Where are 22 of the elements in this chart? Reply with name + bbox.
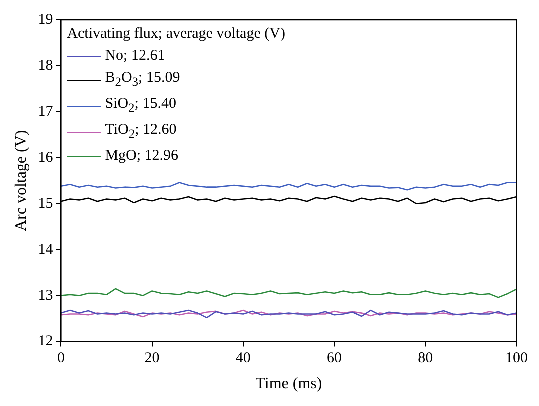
legend-label: No; 12.61 [105, 47, 166, 66]
legend-label: MgO; 12.96 [105, 147, 179, 166]
x-axis-title: Time (ms) [256, 376, 322, 393]
x-tick-label: 20 [144, 350, 160, 367]
y-tick-label: 12 [38, 334, 54, 350]
legend-label: B$_{2}$O$_{3}$; 15.09 [105, 69, 180, 91]
legend-label: TiO$_{2}$; 12.60 [105, 121, 177, 143]
y-tick-label: 15 [38, 196, 54, 212]
x-tick-label: 40 [236, 350, 251, 367]
y-tick-label: 14 [38, 242, 54, 258]
y-tick-label: 18 [38, 58, 54, 74]
y-tick-label: 17 [38, 104, 54, 120]
legend-label: SiO$_{2}$; 15.40 [105, 95, 176, 117]
y-tick-label: 16 [38, 150, 54, 166]
x-tick-label: 60 [327, 350, 342, 367]
x-tick-label: 0 [57, 350, 65, 367]
x-tick-label: 80 [418, 350, 434, 367]
legend-title: Activating flux; average voltage (V) [67, 25, 286, 44]
x-tick-label: 100 [506, 350, 528, 367]
y-tick-label: 19 [38, 12, 54, 28]
y-tick-label: 13 [38, 288, 54, 304]
y-axis-title: Arc voltage (V) [12, 130, 30, 232]
